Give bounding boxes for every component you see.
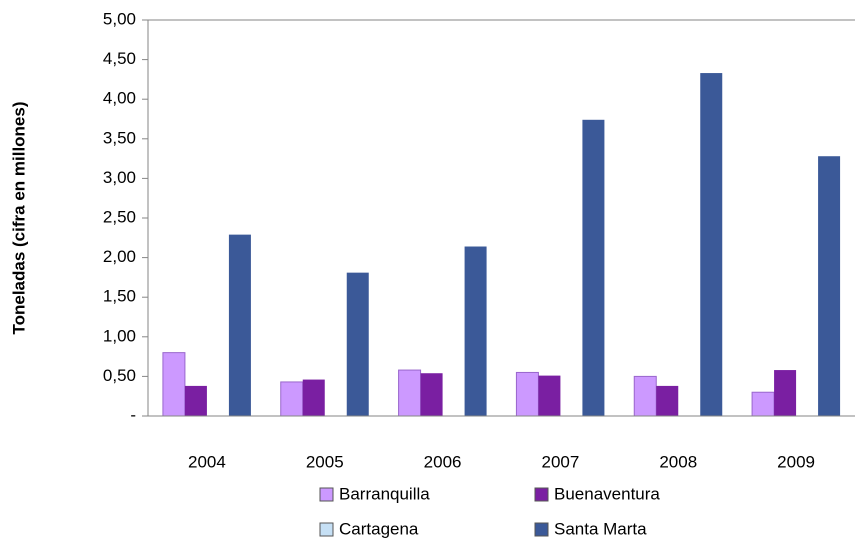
y-tick-label: 4,00 (103, 89, 136, 108)
bar (228, 234, 251, 416)
bar (184, 385, 207, 416)
legend-swatch (319, 522, 334, 537)
bar (162, 352, 186, 417)
x-tick-label: 2004 (188, 452, 226, 471)
y-tick-label: - (130, 405, 136, 424)
y-tick-label: 3,00 (103, 168, 136, 187)
legend-label: Buenaventura (554, 484, 660, 503)
bar (280, 381, 304, 417)
legend-label: Barranquilla (339, 484, 430, 503)
bar (346, 272, 369, 416)
x-tick-label: 2009 (777, 452, 815, 471)
bar (582, 119, 605, 417)
bar (464, 246, 487, 416)
y-tick-label: 2,50 (103, 207, 136, 226)
bar (818, 156, 841, 416)
bar (774, 370, 797, 416)
x-tick-label: 2008 (659, 452, 697, 471)
y-tick-label: 4,50 (103, 49, 136, 68)
legend-label: Cartagena (339, 519, 419, 538)
bar (700, 73, 723, 417)
y-tick-label: 1,50 (103, 287, 136, 306)
bar (751, 391, 775, 417)
y-axis-label: Toneladas (cifra en millones) (9, 101, 28, 334)
bar (302, 379, 325, 416)
y-tick-label: 0,50 (103, 366, 136, 385)
bar (515, 371, 539, 417)
y-tick-label: 1,00 (103, 326, 136, 345)
legend-label: Santa Marta (554, 519, 647, 538)
legend-swatch (319, 487, 334, 502)
bar (538, 375, 561, 416)
x-tick-label: 2007 (542, 452, 580, 471)
x-tick-label: 2005 (306, 452, 344, 471)
bar (656, 385, 679, 416)
bar (420, 373, 443, 416)
y-tick-label: 5,00 (103, 9, 136, 28)
legend-swatch (534, 487, 549, 502)
y-tick-label: 2,00 (103, 247, 136, 266)
x-tick-label: 2006 (424, 452, 462, 471)
bar (633, 375, 657, 417)
y-tick-label: 3,50 (103, 128, 136, 147)
bar (398, 369, 422, 417)
legend-swatch (534, 522, 549, 537)
